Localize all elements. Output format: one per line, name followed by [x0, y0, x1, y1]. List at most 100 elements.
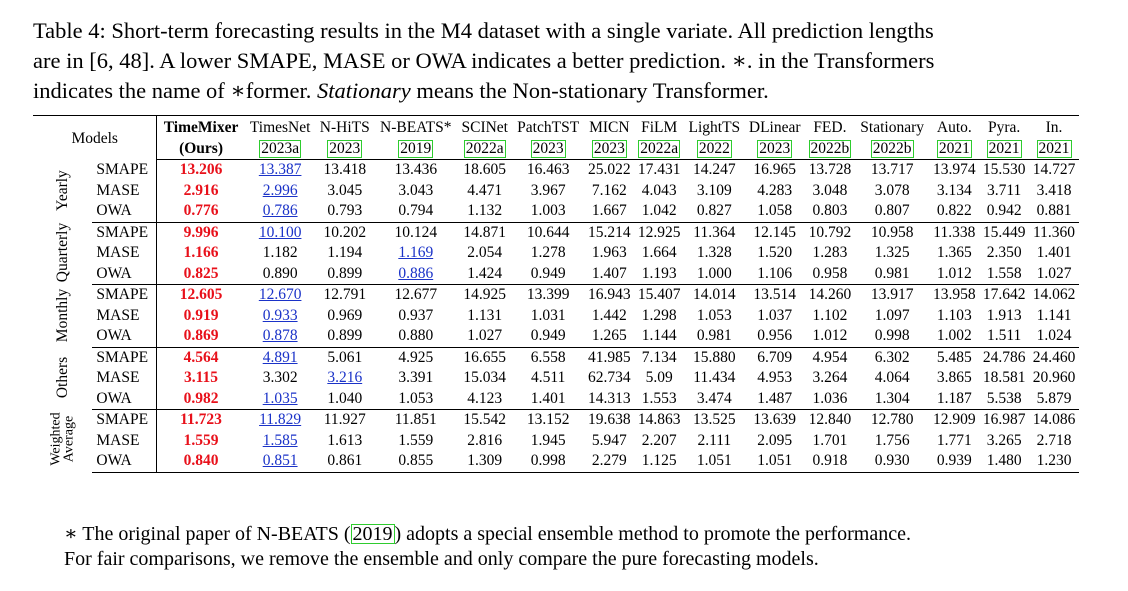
table-cell: 1.035 [262, 389, 298, 407]
table-cell: 0.840 [183, 452, 219, 469]
model-subtitle: (Ours) [156, 138, 245, 160]
model-name: Auto. [936, 119, 972, 136]
table-cell: 13.917 [870, 286, 914, 303]
citation-link[interactable]: 2023 [591, 139, 627, 158]
table-cell: 0.851 [262, 452, 298, 469]
group-label-text: Others [54, 356, 72, 399]
table-cell: 1.913 [986, 306, 1022, 324]
table-cell: 12.677 [394, 286, 438, 303]
table-cell: 10.792 [808, 223, 852, 241]
metric-label: SMAPE [92, 284, 158, 306]
table-cell: 13.387 [258, 161, 302, 178]
citation-link[interactable]: 2022 [696, 139, 732, 158]
table-cell: 4.043 [641, 181, 677, 199]
citation-link[interactable]: 2023 [327, 139, 363, 158]
citation-link[interactable]: 2022a [463, 139, 506, 158]
table-cell: 16.943 [588, 286, 631, 303]
table-cell: 0.969 [327, 306, 363, 324]
table-cell: 0.886 [398, 264, 434, 282]
table-cell: 1.278 [530, 244, 566, 261]
table-cell: 1.265 [591, 327, 627, 344]
citation-link[interactable]: 2022b [808, 139, 852, 158]
table-cell: 5.061 [327, 348, 363, 366]
table-cell: 6.709 [757, 348, 793, 366]
metric-label: MASE [92, 368, 158, 389]
citation-link[interactable]: 2022a [638, 139, 681, 158]
metric-label: OWA [92, 326, 158, 348]
table-row: MASE 1.166 1.182 1.194 1.169 2.054 1.278 1.963 1… [33, 243, 1079, 264]
table-cell: 11.829 [259, 411, 302, 428]
citation-link[interactable]: 2021 [1036, 139, 1072, 158]
citation-link[interactable]: 2019 [350, 523, 395, 545]
metric-label: SMAPE [92, 159, 158, 181]
metric-label: SMAPE [92, 222, 158, 243]
table-cell: 12.145 [753, 223, 797, 241]
table-cell: 1.036 [812, 389, 848, 407]
table-cell: 1.012 [936, 264, 972, 282]
table-cell: 1.365 [936, 244, 972, 261]
citation-link[interactable]: 2022b [870, 139, 914, 158]
citation-link[interactable]: 2023 [757, 139, 793, 158]
group-label: Quarterly [33, 222, 92, 285]
table-cell: 0.786 [262, 202, 298, 219]
table-row: Weighted Average SMAPE 11.723 11.829 11.927 11… [33, 409, 1079, 466]
table-cell: 4.064 [874, 369, 910, 386]
table-cell: 1.040 [327, 389, 363, 407]
table-cell: 11.364 [693, 223, 736, 241]
group-label-line: Average [61, 415, 77, 463]
table-row: OWA 0.840 0.851 0.861 0.855 1.309 0.998 2.279 1.… [33, 451, 1079, 473]
table-cell: 25.022 [588, 161, 631, 178]
table-cell: 1.051 [757, 452, 793, 469]
table-cell: 14.014 [693, 286, 736, 303]
table-cell: 16.655 [463, 348, 507, 366]
citation-link[interactable]: 2021 [936, 139, 972, 158]
table-cell: 14.871 [463, 223, 507, 241]
table-cell: 1.169 [398, 244, 434, 261]
table-cell: 0.869 [183, 327, 219, 344]
citation-link[interactable]: 2019 [398, 139, 434, 158]
table-row: OWA 0.776 0.786 0.793 0.794 1.132 1.003 1.667 1.… [33, 201, 1079, 223]
table-cell: 1.667 [591, 202, 627, 219]
footnote-text: ) adopts a special ensemble method to pr… [394, 523, 911, 545]
table-cell: 6.302 [874, 348, 910, 366]
table-cell: 13.206 [179, 161, 223, 178]
table-cell: 4.953 [757, 369, 793, 386]
table-cell: 14.313 [588, 389, 631, 407]
table-cell: 0.942 [986, 202, 1022, 219]
table-row: Yearly SMAPE 13.206 13.387 13.418 13.436 18.60… [33, 159, 1079, 210]
table-cell: 3.045 [327, 181, 363, 199]
table-cell: 4.891 [262, 348, 298, 366]
table-cell: 4.925 [398, 348, 434, 366]
table-cell: 1.144 [641, 327, 677, 344]
table-cell: 11.851 [394, 411, 437, 428]
citation-link[interactable]: 2023a [259, 139, 302, 158]
footnote-line-2: For fair comparisons, we remove the ense… [64, 548, 819, 570]
table-cell: 1.480 [986, 452, 1022, 469]
table-cell: 5.947 [591, 431, 627, 449]
table-cell: 13.958 [933, 286, 976, 303]
table-cell: 0.949 [530, 264, 566, 282]
table-cell: 13.974 [933, 161, 976, 178]
caption-text: means the Non-stationary Transformer. [410, 78, 769, 103]
metric-label: SMAPE [92, 409, 158, 431]
table-cell: 1.963 [591, 244, 627, 261]
table-row: OWA 0.982 1.035 1.040 1.053 4.123 1.401 14.313 1… [33, 388, 1079, 410]
table-cell: 18.581 [982, 369, 1026, 386]
model-name: Stationary [860, 119, 924, 136]
table-cell: 3.265 [986, 431, 1022, 449]
metric-label: MASE [92, 430, 158, 451]
citation-link[interactable]: 2023 [530, 139, 566, 158]
table-cell: 0.956 [757, 327, 793, 344]
model-name: TimesNet [249, 119, 311, 136]
table-cell: 11.434 [693, 369, 736, 386]
table-cell: 1.194 [327, 244, 363, 261]
citation-link[interactable]: 2021 [986, 139, 1022, 158]
table-cell: 3.264 [812, 369, 848, 386]
header-year-row: (Ours) 2023a 2023 2019 2022a 2023 2023 2022a 202… [33, 138, 1079, 160]
table-cell: 12.605 [179, 286, 223, 303]
table-cell: 0.890 [262, 264, 298, 282]
table-cell: 1.407 [591, 264, 627, 282]
table-cell: 2.207 [641, 431, 677, 449]
results-table: Models TimeMixer TimesNet N-HiTS N-BEATS* SCI… [33, 115, 1079, 473]
table-cell: 4.511 [531, 369, 566, 386]
